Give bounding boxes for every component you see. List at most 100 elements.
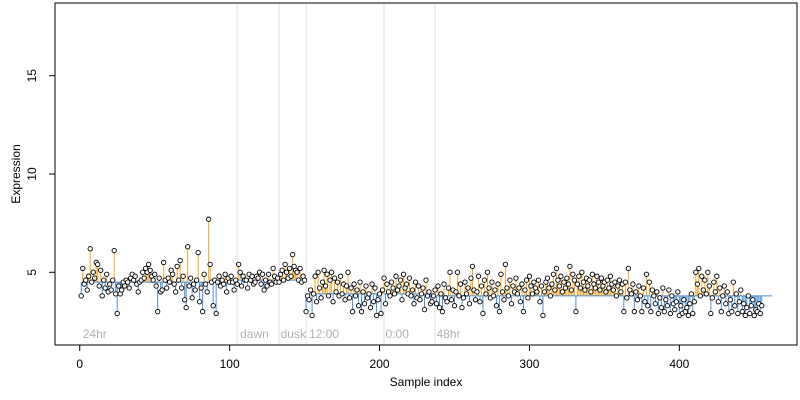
data-point [736,299,742,305]
data-point [489,279,495,285]
data-point [738,287,744,293]
data-point [507,277,513,283]
data-point [564,275,570,281]
data-point [517,299,524,305]
data-point [375,297,381,303]
data-point [361,301,368,307]
data-point [669,293,675,299]
data-point [687,301,693,307]
data-point [750,297,756,303]
data-point [430,293,437,299]
data-point [577,285,584,291]
data-point [180,273,186,279]
data-point [565,281,572,287]
data-point [415,283,422,289]
data-point [706,283,712,289]
data-point [98,267,104,273]
data-point [474,289,480,295]
data-point [268,281,275,287]
data-point [720,293,726,299]
data-point [170,271,176,277]
data-point [541,289,548,295]
data-point [612,279,618,285]
data-point [568,287,575,293]
data-point [325,293,332,299]
data-point [691,299,697,305]
data-point [493,303,500,309]
data-point [529,291,536,297]
data-point [231,287,237,293]
data-point [697,293,703,299]
data-point [222,271,228,277]
data-point [705,269,711,275]
data-point [672,306,678,313]
data-point [534,289,540,295]
data-point [525,295,531,301]
data-point [307,287,314,293]
data-point [357,279,363,285]
data-point [261,287,267,293]
data-point [717,285,723,291]
data-point [86,273,92,279]
data-point [391,291,398,297]
data-point [161,259,167,266]
data-point [513,275,519,281]
data-point [688,291,694,297]
data-point [99,293,105,299]
data-point [309,312,315,319]
data-point [126,285,132,291]
data-point [712,289,718,295]
data-point [481,277,488,283]
data-point [655,310,661,317]
data-point [700,287,706,293]
data-point [615,283,621,289]
data-point [378,310,384,317]
data-point [372,285,378,291]
data-point [757,310,763,317]
data-point [463,291,470,297]
data-point [747,310,753,317]
data-point [301,277,308,283]
data-point [342,297,348,303]
data-point [183,305,189,311]
data-point [685,312,691,319]
data-point [475,273,482,279]
data-point [594,273,600,279]
data-point [177,257,183,264]
data-point [155,308,161,315]
data-point [228,273,234,279]
data-point [95,261,101,268]
data-point [420,285,426,291]
data-point [649,287,655,293]
data-point [191,281,197,287]
data-point [535,277,542,283]
data-point [460,295,467,301]
data-point [201,271,207,277]
data-point [748,303,754,309]
data-point [315,269,321,275]
data-point [324,271,330,277]
data-point [279,267,285,273]
data-point [451,303,458,309]
x-axis: 0 100 200 300 400 [76,344,690,371]
data-point [186,283,192,289]
data-point [280,277,287,283]
data-point [318,295,324,301]
data-point [666,287,672,293]
data-point [205,216,212,222]
data-point [729,308,735,315]
data-point [523,277,530,283]
data-point [561,279,567,285]
data-point [547,293,554,299]
data-point [265,271,272,277]
data-point [567,263,573,270]
data-point [586,277,593,283]
data-point [351,281,357,287]
data-point [388,279,395,285]
data-point [366,291,372,297]
data-point [646,279,652,285]
timepoint-label: 24hr [83,327,107,341]
data-point [684,305,690,311]
data-point [465,285,471,291]
data-point [214,279,221,285]
